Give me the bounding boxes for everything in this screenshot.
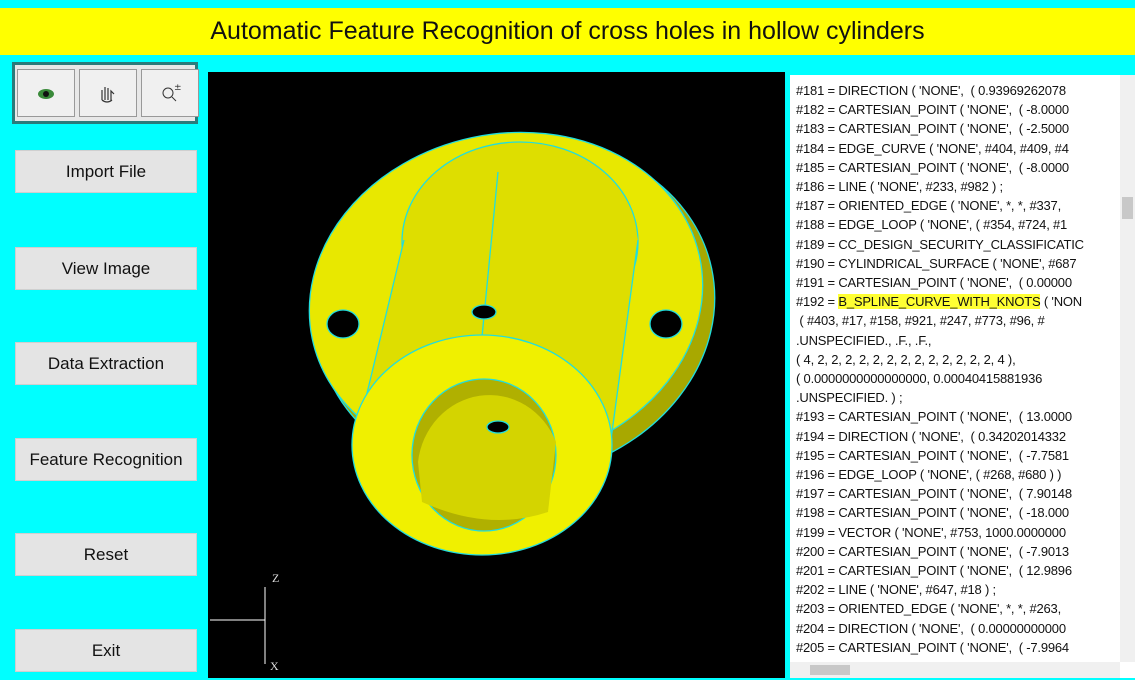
text-line: #184 = EDGE_CURVE ( 'NONE', #404, #409, … — [796, 139, 1120, 158]
button[interactable]: Exit — [15, 629, 197, 672]
title-bar: Automatic Feature Recognition of cross h… — [0, 8, 1135, 55]
text-line: #206 = DIRECTION ( 'NONE', ( 0.000000000… — [796, 657, 1120, 661]
text-line: #200 = CARTESIAN_POINT ( 'NONE', ( -7.90… — [796, 542, 1120, 561]
vertical-scrollbar[interactable] — [1120, 75, 1135, 662]
button[interactable]: Reset — [15, 533, 197, 576]
text-line: #194 = DIRECTION ( 'NONE', ( 0.342020143… — [796, 427, 1120, 446]
text-line: #196 = EDGE_LOOP ( 'NONE', ( #268, #680 … — [796, 465, 1120, 484]
highlighted-keyword: B_SPLINE_CURVE_WITH_KNOTS — [838, 294, 1040, 309]
text-line: ( 0.0000000000000000, 0.00040415881936 — [796, 369, 1120, 388]
text-line: #185 = CARTESIAN_POINT ( 'NONE', ( -8.00… — [796, 158, 1120, 177]
text-line: #205 = CARTESIAN_POINT ( 'NONE', ( -7.99… — [796, 638, 1120, 657]
text-line: #202 = LINE ( 'NONE', #647, #18 ) ; — [796, 580, 1120, 599]
button[interactable]: Import File — [15, 150, 197, 193]
text-line: #190 = CYLINDRICAL_SURFACE ( 'NONE', #68… — [796, 254, 1120, 273]
text-line: ( 4, 2, 2, 2, 2, 2, 2, 2, 2, 2, 2, 2, 2,… — [796, 350, 1120, 369]
text-line: #198 = CARTESIAN_POINT ( 'NONE', ( -18.0… — [796, 503, 1120, 522]
text-line: #191 = CARTESIAN_POINT ( 'NONE', ( 0.000… — [796, 273, 1120, 292]
text-line: #192 = B_SPLINE_CURVE_WITH_KNOTS ( 'NON — [796, 292, 1120, 311]
text-line: #193 = CARTESIAN_POINT ( 'NONE', ( 13.00… — [796, 407, 1120, 426]
text-line: #201 = CARTESIAN_POINT ( 'NONE', ( 12.98… — [796, 561, 1120, 580]
zoom-tool[interactable]: ± — [141, 69, 199, 117]
cross-hole — [472, 305, 496, 319]
text-line: .UNSPECIFIED., .F., .F., — [796, 331, 1120, 350]
app-window: Automatic Feature Recognition of cross h… — [0, 0, 1135, 680]
text-line: ( #403, #17, #158, #921, #247, #773, #96… — [796, 311, 1120, 330]
scroll-thumb[interactable] — [810, 665, 850, 675]
bolt-hole — [327, 310, 359, 338]
scroll-thumb[interactable] — [1122, 197, 1133, 219]
text-line: #187 = ORIENTED_EDGE ( 'NONE', *, *, #33… — [796, 196, 1120, 215]
button[interactable]: View Image — [15, 247, 197, 290]
text-line: #181 = DIRECTION ( 'NONE', ( 0.939692620… — [796, 81, 1120, 100]
rotate-tool[interactable] — [17, 69, 75, 117]
zoom-icon: ± — [142, 70, 198, 116]
toolbar: ± — [12, 62, 198, 124]
text-line: #186 = LINE ( 'NONE', #233, #982 ) ; — [796, 177, 1120, 196]
hand-icon — [80, 70, 136, 116]
3d-viewport[interactable]: Z X — [208, 72, 785, 678]
text-lines: #181 = DIRECTION ( 'NONE', ( 0.939692620… — [796, 81, 1120, 661]
svg-text:±: ± — [174, 83, 182, 93]
text-segment: ( 'NON — [1040, 294, 1082, 309]
eye-icon — [18, 70, 74, 116]
text-line: .UNSPECIFIED. ) ; — [796, 388, 1120, 407]
text-line: #203 = ORIENTED_EDGE ( 'NONE', *, *, #26… — [796, 599, 1120, 618]
model-view: Z X — [208, 72, 785, 678]
axis-label: X — [270, 659, 279, 673]
bolt-hole — [650, 310, 682, 338]
text-line: #197 = CARTESIAN_POINT ( 'NONE', ( 7.901… — [796, 484, 1120, 503]
step-text-panel[interactable]: #181 = DIRECTION ( 'NONE', ( 0.939692620… — [790, 75, 1135, 678]
cross-hole — [487, 421, 509, 433]
text-line: #195 = CARTESIAN_POINT ( 'NONE', ( -7.75… — [796, 446, 1120, 465]
text-line: #182 = CARTESIAN_POINT ( 'NONE', ( -8.00… — [796, 100, 1120, 119]
text-line: #204 = DIRECTION ( 'NONE', ( 0.000000000… — [796, 619, 1120, 638]
text-line: #199 = VECTOR ( 'NONE', #753, 1000.00000… — [796, 523, 1120, 542]
text-line: #183 = CARTESIAN_POINT ( 'NONE', ( -2.50… — [796, 119, 1120, 138]
text-segment: #192 = — [796, 294, 838, 309]
button[interactable]: Feature Recognition — [15, 438, 197, 481]
axis-label: Z — [272, 571, 279, 585]
horizontal-scrollbar[interactable] — [790, 662, 1120, 678]
pan-tool[interactable] — [79, 69, 137, 117]
text-line: #188 = EDGE_LOOP ( 'NONE', ( #354, #724,… — [796, 215, 1120, 234]
text-line: #189 = CC_DESIGN_SECURITY_CLASSIFICATIC — [796, 235, 1120, 254]
button[interactable]: Data Extraction — [15, 342, 197, 385]
